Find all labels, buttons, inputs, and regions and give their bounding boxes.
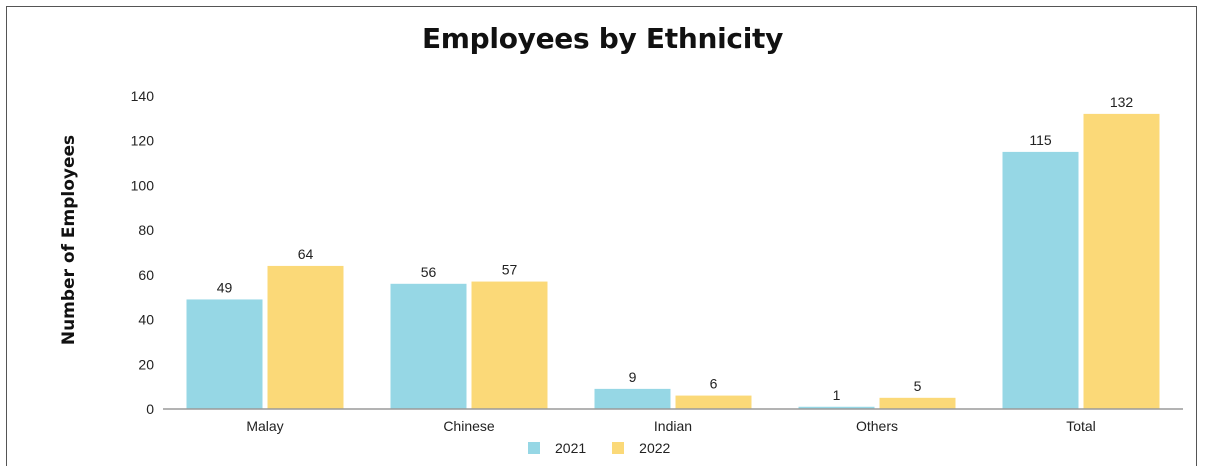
- y-tick-label: 60: [138, 267, 154, 283]
- legend-swatch-2021: [528, 442, 540, 454]
- data-label: 57: [502, 262, 518, 278]
- bar: [186, 299, 263, 409]
- data-label: 1: [833, 387, 841, 403]
- legend-swatch-2022: [612, 442, 625, 454]
- y-tick-label: 20: [138, 356, 154, 372]
- legend-label-2022: 2022: [639, 440, 671, 456]
- y-tick-label: 120: [131, 133, 155, 149]
- data-label: 49: [217, 279, 233, 295]
- y-tick-label: 80: [138, 222, 154, 238]
- y-tick-label: 140: [131, 88, 155, 104]
- bar: [471, 281, 548, 409]
- bar: [1002, 151, 1079, 409]
- data-label: 9: [629, 369, 637, 385]
- bar: [879, 397, 956, 409]
- bar: [594, 388, 671, 409]
- y-tick-label: 100: [131, 177, 155, 193]
- legend-item-2022: 2022: [612, 440, 670, 456]
- bar: [267, 265, 344, 409]
- legend: 2021 2022: [528, 440, 670, 456]
- bar: [390, 283, 467, 409]
- legend-label-2021: 2021: [555, 440, 587, 456]
- chart-title: Employees by Ethnicity: [421, 22, 784, 55]
- x-tick-label: Indian: [654, 418, 692, 434]
- x-tick-label: Total: [1066, 418, 1096, 434]
- data-label: 56: [421, 264, 437, 280]
- data-label: 132: [1110, 94, 1134, 110]
- data-label: 5: [914, 378, 922, 394]
- x-tick-label: Others: [856, 418, 898, 434]
- y-tick-label: 40: [138, 312, 154, 328]
- data-label: 115: [1029, 132, 1052, 148]
- x-tick-label: Malay: [246, 418, 283, 434]
- bar: [798, 406, 875, 409]
- data-label: 6: [710, 376, 718, 392]
- bar: [675, 395, 752, 409]
- data-label: 64: [298, 246, 314, 262]
- bar: [1083, 113, 1160, 409]
- legend-item-2021: 2021: [528, 440, 586, 456]
- x-tick-label: Chinese: [443, 418, 495, 434]
- y-tick-label: 0: [146, 401, 154, 417]
